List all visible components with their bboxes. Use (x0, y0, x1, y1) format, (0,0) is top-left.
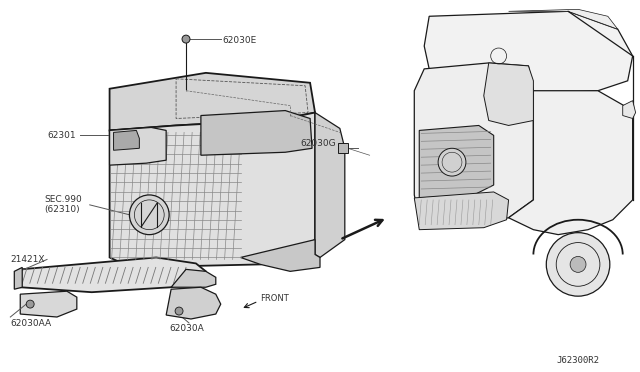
Polygon shape (241, 240, 320, 271)
Polygon shape (414, 192, 509, 230)
Text: 62030G: 62030G (300, 139, 336, 148)
Polygon shape (109, 113, 315, 267)
Polygon shape (20, 291, 77, 317)
Polygon shape (201, 110, 312, 155)
Circle shape (129, 195, 169, 235)
Text: J62300R2: J62300R2 (556, 356, 599, 365)
Polygon shape (509, 9, 618, 29)
Polygon shape (20, 257, 206, 292)
Polygon shape (484, 63, 533, 125)
Polygon shape (509, 91, 633, 235)
Circle shape (547, 232, 610, 296)
Circle shape (182, 35, 190, 43)
Text: SEC.990: SEC.990 (44, 195, 82, 204)
Polygon shape (424, 11, 633, 93)
Circle shape (438, 148, 466, 176)
Text: FRONT: FRONT (260, 294, 289, 303)
Polygon shape (315, 113, 345, 257)
Polygon shape (623, 101, 636, 119)
Polygon shape (171, 269, 216, 287)
Polygon shape (109, 128, 166, 165)
Text: 62301: 62301 (47, 131, 76, 140)
Polygon shape (14, 267, 22, 289)
FancyBboxPatch shape (338, 143, 348, 153)
Text: 62030AA: 62030AA (10, 320, 51, 328)
Circle shape (26, 300, 34, 308)
Circle shape (175, 307, 183, 315)
Text: (62310): (62310) (44, 205, 80, 214)
Circle shape (570, 256, 586, 272)
Polygon shape (419, 125, 493, 198)
Polygon shape (166, 287, 221, 319)
Text: 21421X: 21421X (10, 255, 45, 264)
Polygon shape (414, 63, 533, 225)
Polygon shape (113, 131, 140, 150)
Polygon shape (109, 73, 315, 131)
Text: 62030A: 62030A (169, 324, 204, 333)
Text: 62030E: 62030E (223, 36, 257, 45)
